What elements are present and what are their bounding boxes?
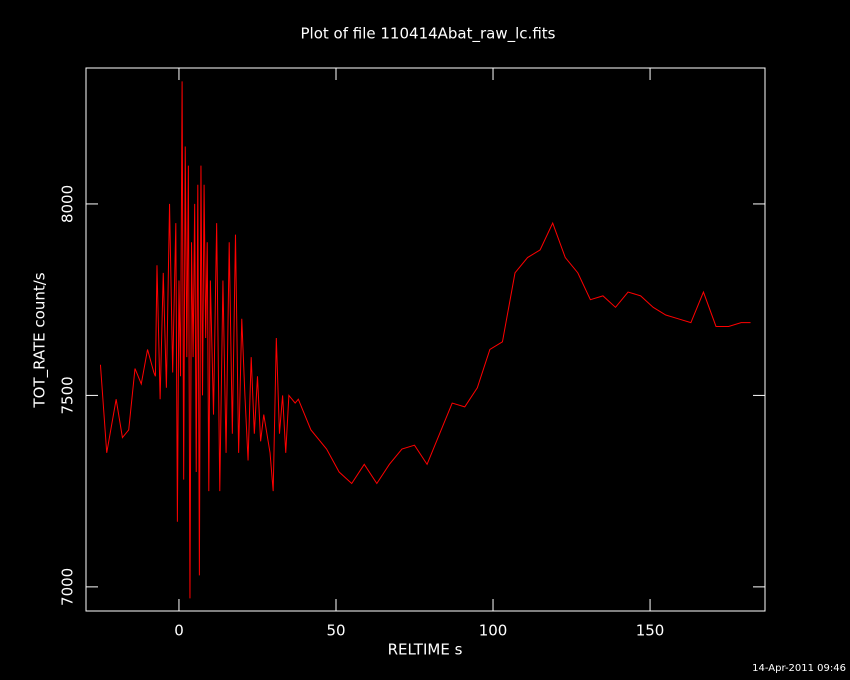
x-tick-label: 150	[636, 622, 665, 640]
chart-title: Plot of file 110414Abat_raw_lc.fits	[301, 25, 556, 44]
data-line	[99, 81, 751, 599]
timestamp: 14-Apr-2011 09:46	[752, 663, 846, 674]
x-axis-label: RELTIME s	[388, 641, 463, 659]
y-tick-label: 7000	[59, 568, 77, 606]
x-tick-label: 100	[479, 622, 508, 640]
y-axis-label: TOT_RATE count/s	[31, 272, 50, 408]
x-tick-label: 0	[174, 622, 184, 640]
x-tick-label: 50	[326, 622, 345, 640]
plot-frame	[85, 67, 766, 612]
y-tick-label: 7500	[59, 376, 77, 414]
y-tick-label: 8000	[59, 185, 77, 223]
